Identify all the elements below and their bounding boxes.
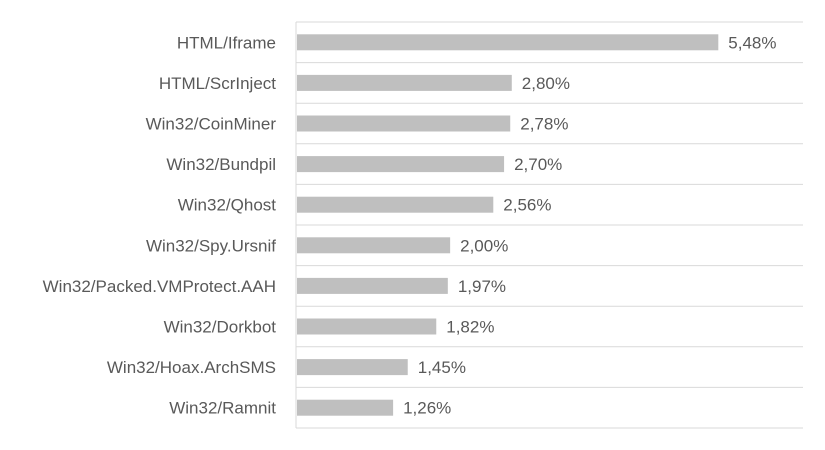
- value-labels: 5,48% 2,80% 2,78% 2,70% 2,56% 2,00% 1,97% 1,82%…: [403, 33, 776, 417]
- category-label: Win32/Hoax.ArchSMS: [107, 358, 276, 377]
- category-label: Win32/Qhost: [178, 196, 277, 215]
- category-label: Win32/Dorkbot: [164, 318, 277, 337]
- category-label: Win32/Bundpil: [166, 155, 276, 174]
- value-label: 2,00%: [460, 236, 508, 255]
- value-label: 2,78%: [520, 115, 568, 134]
- value-label: 5,48%: [728, 33, 776, 52]
- bar: [297, 399, 394, 416]
- value-label: 2,70%: [514, 155, 562, 174]
- bar: [297, 74, 512, 91]
- value-label: 1,82%: [446, 318, 494, 337]
- bar: [297, 237, 451, 254]
- grid-lines: [296, 21, 803, 429]
- value-label: 2,56%: [503, 196, 551, 215]
- category-label: Win32/CoinMiner: [146, 115, 277, 134]
- category-label: HTML/ScrInject: [159, 74, 276, 93]
- bar: [297, 359, 408, 376]
- category-label: HTML/Iframe: [177, 33, 276, 52]
- value-label: 1,97%: [458, 277, 506, 296]
- bar: [297, 277, 448, 294]
- category-label: Win32/Spy.Ursnif: [146, 236, 276, 255]
- bar: [297, 196, 494, 213]
- category-labels: HTML/Iframe HTML/ScrInject Win32/CoinMiner…: [43, 33, 277, 417]
- category-label: Win32/Ramnit: [169, 399, 276, 418]
- bars: [297, 34, 719, 416]
- value-label: 1,26%: [403, 399, 451, 418]
- category-label: Win32/Packed.VMProtect.AAH: [43, 277, 276, 296]
- bar: [297, 318, 437, 335]
- bar: [297, 34, 719, 51]
- value-label: 1,45%: [418, 358, 466, 377]
- bar: [297, 156, 505, 173]
- bar: [297, 115, 511, 132]
- value-label: 2,80%: [522, 74, 570, 93]
